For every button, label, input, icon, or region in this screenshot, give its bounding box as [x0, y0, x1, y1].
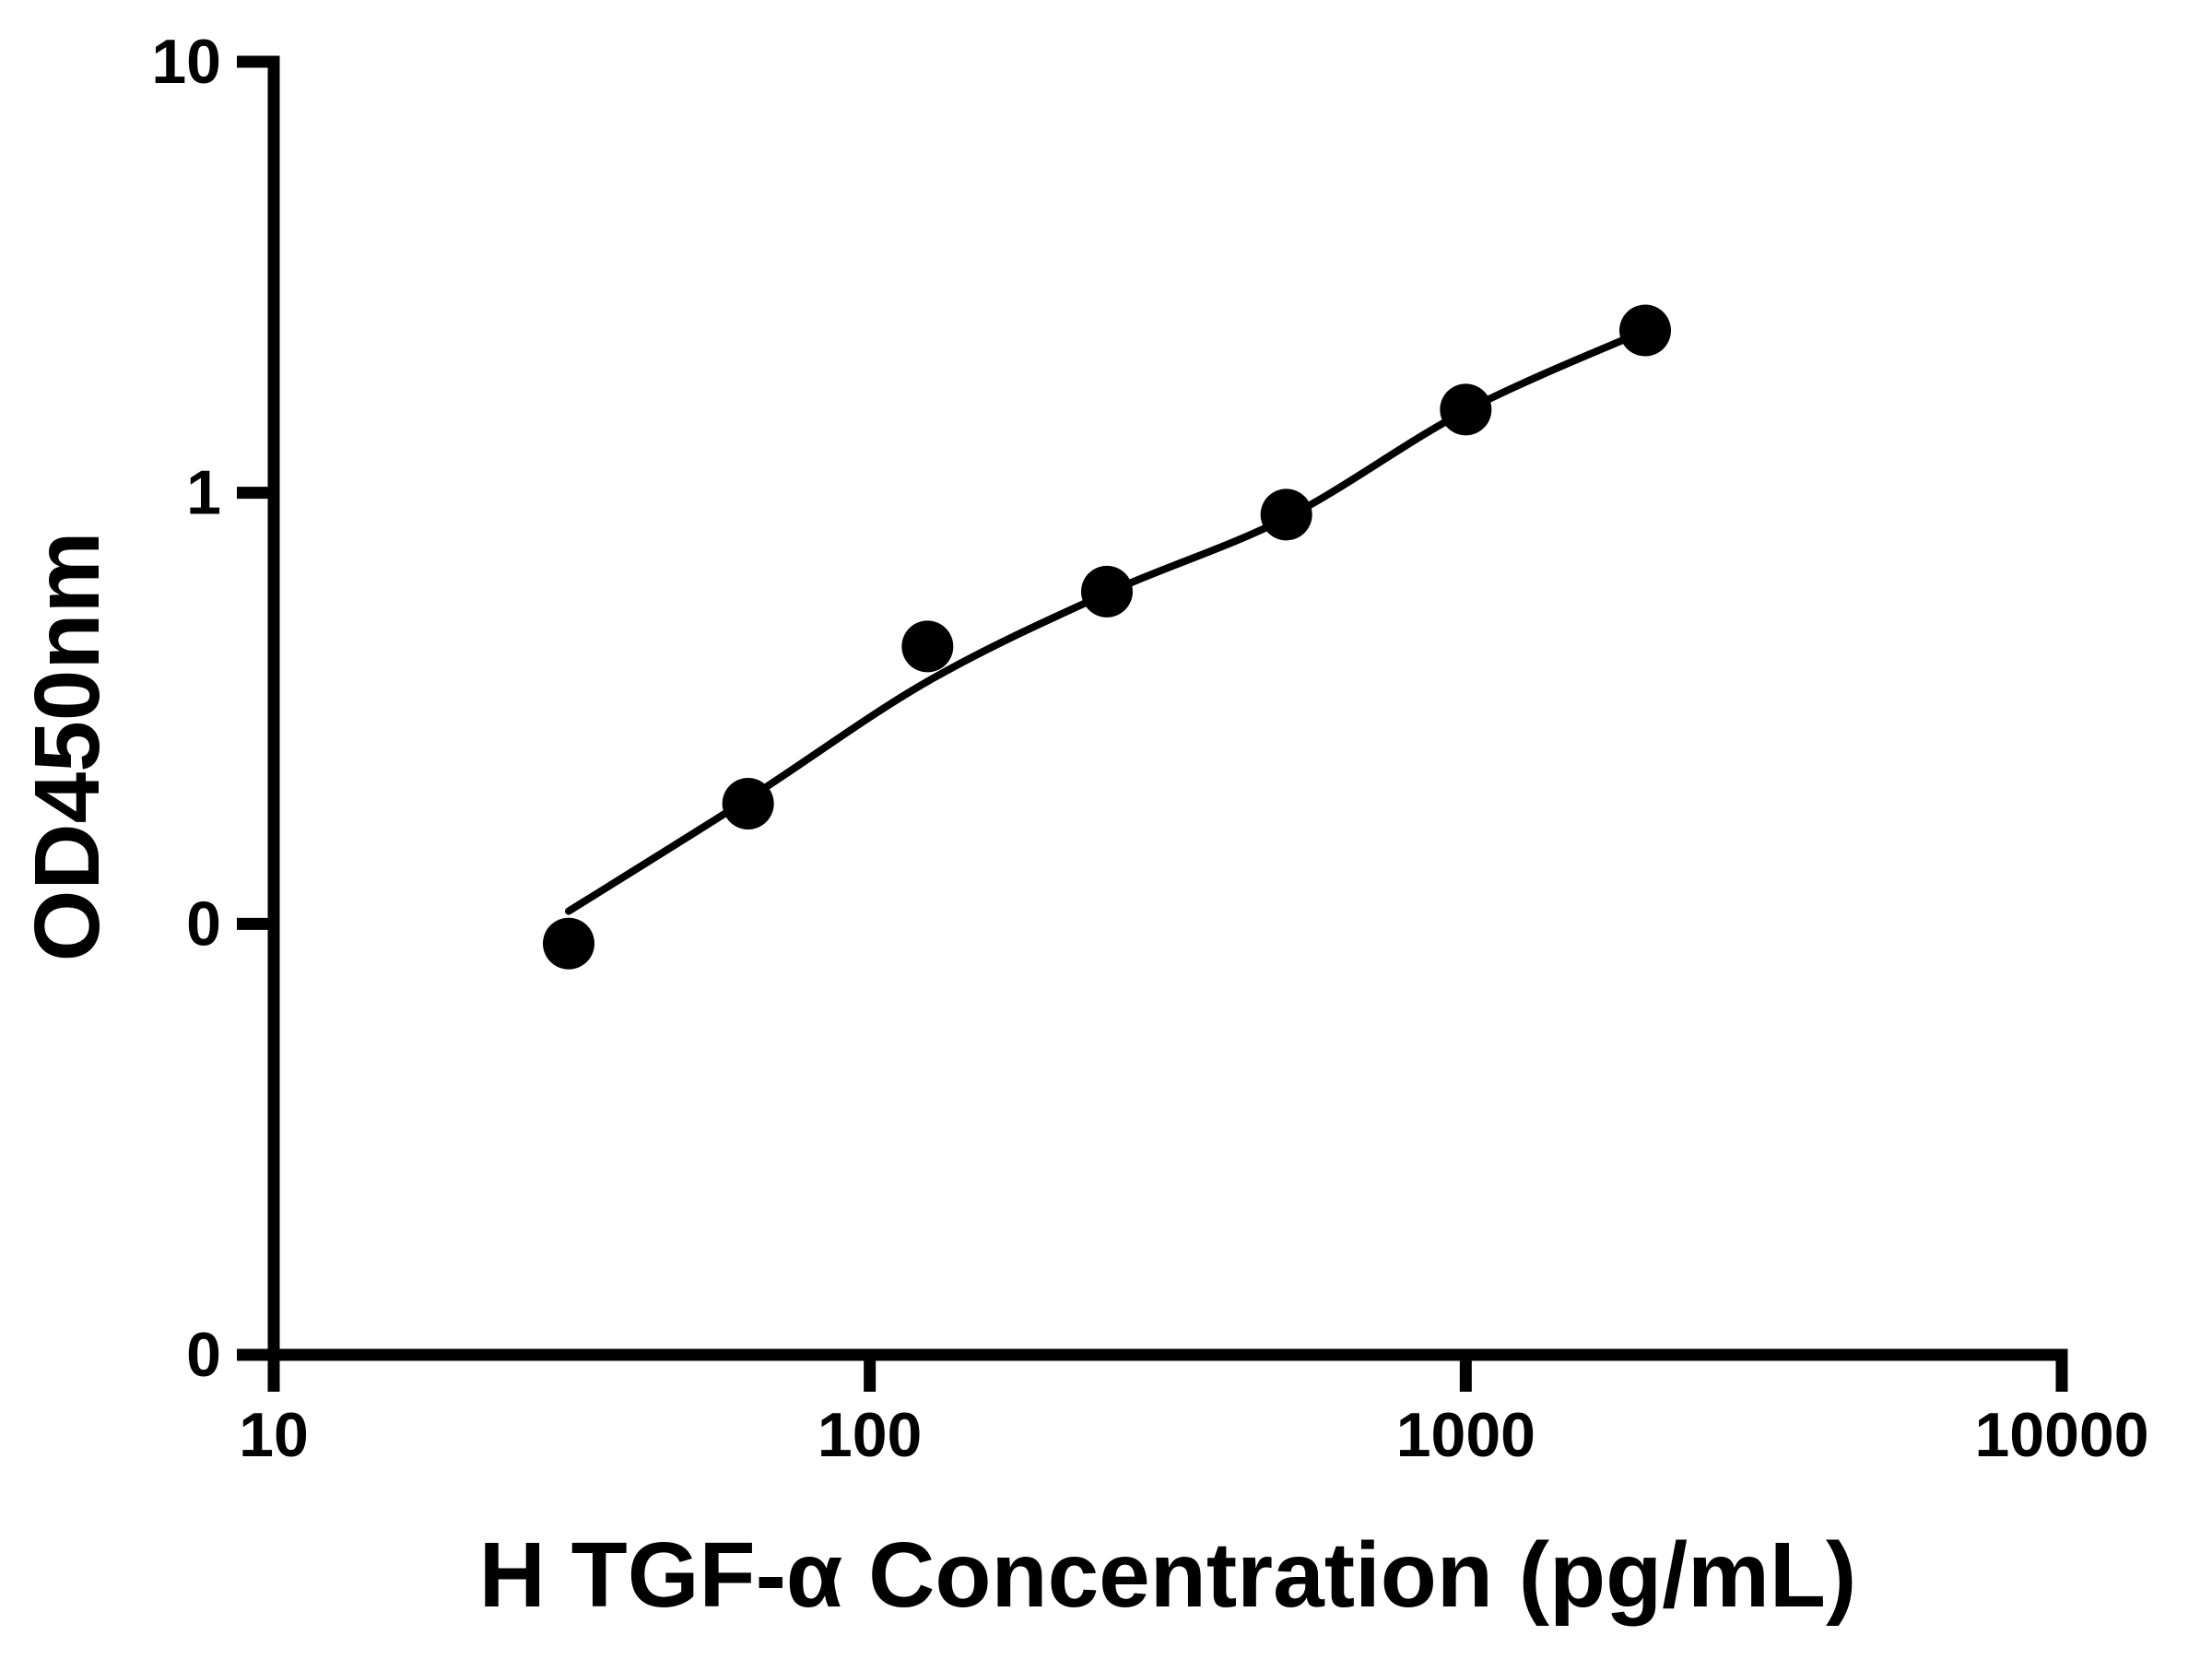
data-point: [1440, 383, 1492, 436]
data-point: [543, 917, 595, 970]
y-tick-label: 1: [186, 458, 221, 528]
data-points-layer: [543, 304, 1671, 970]
y-tick-label: 10: [151, 27, 221, 97]
data-point: [1260, 488, 1312, 541]
data-point: [1618, 304, 1671, 357]
x-tick-label: 10000: [1974, 1400, 2148, 1470]
data-point: [722, 777, 774, 830]
x-tick-label: 10: [239, 1400, 309, 1470]
y-tick-label: 0: [186, 888, 221, 959]
x-tick-label: 100: [818, 1400, 922, 1470]
x-axis-title: H TGF-α Concentration (pg/mL): [479, 1524, 1857, 1627]
data-point: [901, 620, 954, 673]
y-tick-label: 0: [186, 1320, 221, 1390]
x-tick-label: 1000: [1396, 1400, 1535, 1470]
data-point: [1081, 565, 1134, 618]
y-axis-title: OD450nm: [16, 532, 119, 962]
